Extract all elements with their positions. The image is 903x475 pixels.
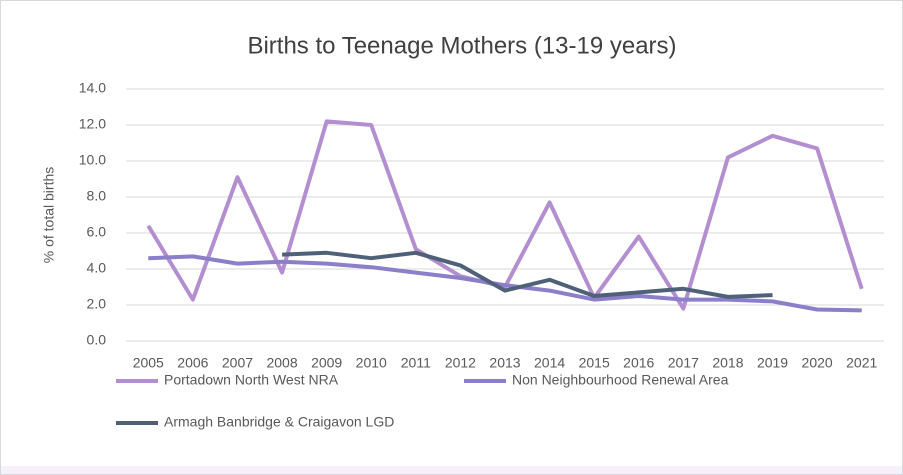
- y-tick-label: 14.0: [79, 80, 106, 96]
- y-tick-label: 4.0: [87, 260, 107, 276]
- y-tick-label: 0.0: [87, 332, 107, 348]
- x-tick-label: 2012: [445, 355, 476, 371]
- y-tick-label: 10.0: [79, 152, 106, 168]
- y-axis-label: % of total births: [41, 167, 57, 264]
- x-tick-label: 2018: [712, 355, 743, 371]
- x-tick-label: 2017: [668, 355, 699, 371]
- y-tick-label: 2.0: [87, 296, 107, 312]
- y-tick-label: 8.0: [87, 188, 107, 204]
- bottom-band: [1, 466, 902, 474]
- series-line: [281, 250, 773, 299]
- x-tick-label: 2011: [401, 355, 431, 371]
- series-line: [148, 254, 862, 313]
- x-tick-label: 2016: [623, 355, 654, 371]
- x-tick-label: 2015: [579, 355, 610, 371]
- y-tick-label: 6.0: [87, 224, 107, 240]
- legend-label: Armagh Banbridge & Craigavon LGD: [164, 414, 394, 430]
- x-tick-label: 2013: [489, 355, 520, 371]
- x-tick-label: 2007: [222, 355, 253, 371]
- x-tick-label: 2006: [177, 355, 208, 371]
- legend-label: Non Neighbourhood Renewal Area: [512, 372, 729, 388]
- chart-title: Births to Teenage Mothers (13-19 years): [247, 32, 676, 59]
- y-tick-label: 12.0: [79, 116, 106, 132]
- x-tick-label: 2019: [757, 355, 788, 371]
- x-tick-label: 2005: [133, 355, 164, 371]
- x-tick-label: 2020: [802, 355, 833, 371]
- x-tick-label: 2008: [266, 355, 297, 371]
- x-tick-label: 2010: [356, 355, 387, 371]
- x-tick-label: 2021: [846, 355, 877, 371]
- x-tick-label: 2009: [311, 355, 342, 371]
- x-tick-label: 2014: [534, 355, 565, 371]
- legend-label: Portadown North West NRA: [164, 372, 339, 388]
